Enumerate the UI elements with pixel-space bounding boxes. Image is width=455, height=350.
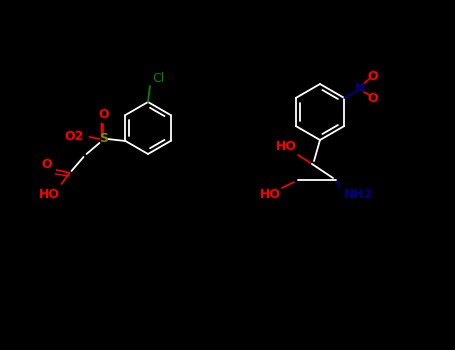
Text: N: N [355,82,365,95]
Text: O: O [41,159,52,172]
Text: HO: HO [259,189,280,202]
Text: NH2: NH2 [344,189,374,202]
Text: O: O [98,107,109,120]
Text: HO: HO [275,140,297,154]
Text: O: O [367,91,378,105]
Text: Cl: Cl [152,72,164,85]
Text: S: S [99,133,108,146]
Text: O2: O2 [64,131,83,144]
Text: HO: HO [39,189,60,202]
Text: O: O [367,70,378,83]
